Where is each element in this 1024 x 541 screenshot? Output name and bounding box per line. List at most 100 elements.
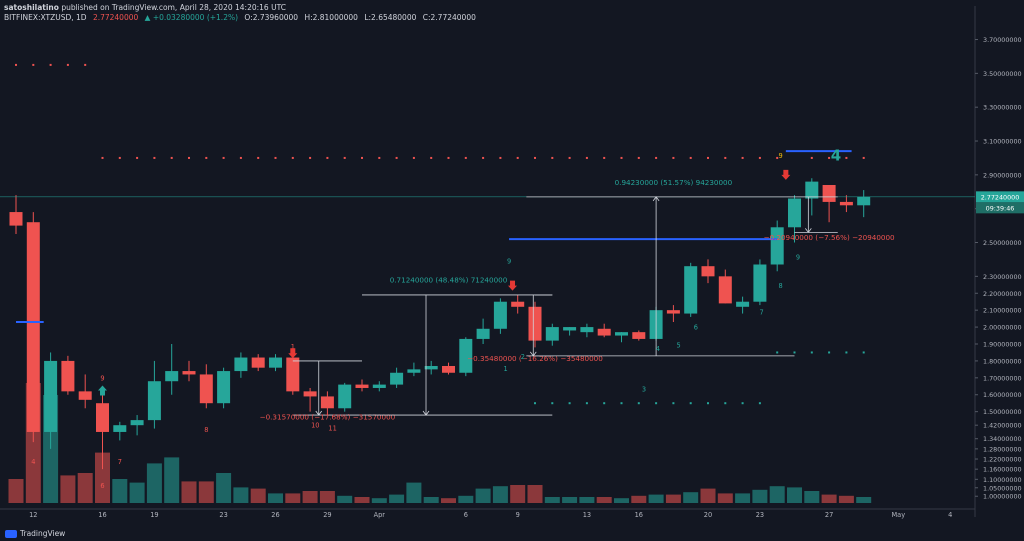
y-tick-label: 3.30000000 — [983, 104, 1022, 112]
y-tick-label: 2.30000000 — [983, 273, 1022, 281]
candle-body — [442, 365, 455, 373]
sequential-dot — [568, 402, 571, 405]
volume-bar — [285, 493, 301, 503]
sequential-dot — [707, 402, 709, 405]
candle-body — [147, 381, 161, 421]
sequence-count: 1 — [503, 365, 507, 373]
candle-body — [753, 264, 767, 302]
sequence-count: 4 — [656, 345, 660, 353]
volume-bar — [164, 457, 180, 503]
sequential-dot — [482, 156, 485, 159]
author-name[interactable]: satoshilatino — [4, 3, 59, 12]
drawings: −0.31570000 (−17.68%) −31570000 0.7124000… — [0, 63, 975, 490]
sequential-dot — [326, 156, 329, 159]
close-value: C:2.77240000 — [422, 13, 476, 22]
grid-lines — [0, 6, 976, 517]
volume-bar — [648, 494, 664, 503]
volume-bar — [596, 497, 612, 503]
range-label: 0.71240000 (48.48%) 71240000 — [390, 275, 508, 284]
volume-bar — [406, 482, 422, 503]
sequential-dot — [551, 156, 554, 159]
sequential-dot — [343, 156, 346, 159]
volume-bar — [233, 487, 249, 503]
y-tick-label: 1.28000000 — [983, 445, 1022, 453]
x-tick-label: Apr — [374, 511, 386, 519]
volume-bar — [268, 493, 283, 503]
y-tick-label: 1.10000000 — [983, 476, 1022, 484]
volume-bar — [579, 497, 595, 503]
volume-bar — [319, 491, 335, 503]
sequential-dot — [707, 156, 709, 159]
volume-bar — [717, 493, 733, 503]
candle-body — [286, 357, 300, 392]
y-tick-label: 1.80000000 — [983, 357, 1022, 365]
y-tick-label: 3.50000000 — [983, 70, 1022, 78]
volume-bar — [838, 495, 854, 503]
sequential-dot — [741, 156, 744, 159]
candle-body — [597, 328, 611, 336]
sequence-count: 4 — [831, 146, 841, 164]
candle-body — [320, 396, 334, 409]
range-label: −0.20940000 (−7.56%) −20940000 — [764, 233, 896, 242]
range-arrow-head — [315, 410, 323, 416]
brand-label: TradingView — [20, 529, 66, 538]
sequential-dot — [447, 156, 450, 159]
sequential-dot — [776, 351, 779, 354]
sequential-dot — [309, 156, 312, 159]
sequence-count: 11 — [328, 424, 336, 432]
volume-bar — [181, 481, 197, 503]
sequence-count: 1 — [291, 343, 295, 351]
sequential-dot — [862, 156, 865, 159]
sequential-dot — [188, 156, 190, 159]
price-badge-label: 2.77240000 — [981, 193, 1020, 201]
candle-body — [580, 327, 594, 333]
candle-body — [9, 212, 23, 226]
candle-body — [390, 372, 404, 385]
sequence-count: 9 — [796, 253, 800, 261]
symbol-label[interactable]: BITFINEX:XTZUSD, 1D — [4, 13, 87, 22]
sequential-dot — [136, 156, 139, 159]
volume-bar — [804, 491, 820, 503]
y-tick-label: 3.70000000 — [983, 36, 1022, 44]
x-tick-label: 13 — [583, 511, 591, 519]
tradingview-branding[interactable]: TradingView — [5, 529, 65, 538]
sequence-count: 6 — [694, 324, 698, 332]
sequential-dot — [828, 156, 831, 159]
candle-body — [165, 371, 179, 382]
candle-body — [511, 301, 525, 307]
volume-bar — [250, 488, 266, 503]
sequence-count: 8 — [204, 426, 208, 434]
volume-bar — [683, 492, 699, 503]
sequential-dot — [810, 351, 813, 354]
sequential-dot — [412, 156, 415, 159]
candle-body — [736, 301, 750, 307]
sequential-dot — [205, 156, 208, 159]
time-axis[interactable]: 12 16 19 23 26 29 Apr 6 9 13 16 20 23 27 May 4 — [29, 511, 952, 519]
sequential-dot — [395, 156, 398, 159]
volume-bar — [198, 481, 214, 503]
sequential-dot — [274, 156, 277, 159]
candle-body — [355, 384, 369, 388]
x-tick-label: 4 — [948, 511, 952, 519]
sequential-dot — [170, 156, 173, 159]
x-tick-label: May — [891, 511, 905, 519]
x-tick-label: 16 — [98, 511, 106, 519]
y-tick-label: 1.60000000 — [983, 391, 1022, 399]
candle-body — [44, 360, 58, 432]
volume-bar — [389, 494, 405, 503]
signal-down-arrow-icon — [781, 169, 791, 180]
sequential-dot — [430, 156, 433, 159]
candle-body — [615, 332, 628, 336]
price-axis[interactable]: 3.70000000 3.50000000 3.30000000 3.10000000… — [975, 36, 1024, 501]
sequential-dot — [620, 402, 623, 405]
signal-up-arrow-icon — [98, 385, 107, 396]
volume-bar — [337, 495, 353, 503]
publish-info: published on TradingView.com, April 28, … — [61, 3, 286, 12]
volume-bar — [562, 497, 578, 503]
volume-bar — [492, 486, 508, 503]
sequential-dot — [689, 402, 692, 405]
candle-body — [130, 420, 144, 426]
sequence-count: 2 — [521, 353, 525, 361]
sequence-count: 9 — [507, 258, 511, 266]
